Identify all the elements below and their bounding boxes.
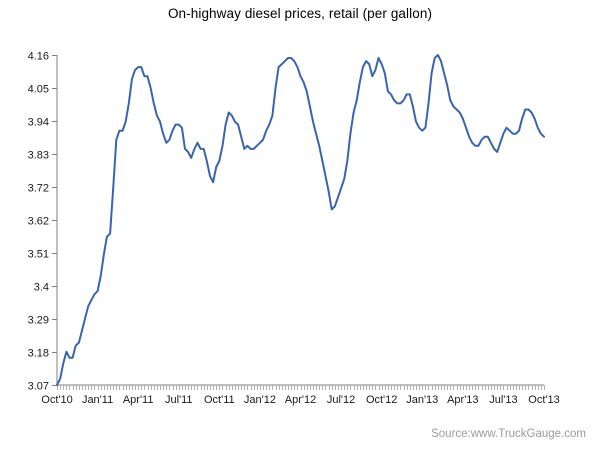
x-tick-label: Jan'11 xyxy=(82,394,113,406)
x-tick-label: Oct'10 xyxy=(41,394,72,406)
x-tick-label: Jul'11 xyxy=(165,394,193,406)
x-tick-label: Apr'13 xyxy=(447,394,478,406)
x-tick-label: Jan'12 xyxy=(244,394,276,406)
x-tick-label: Oct'12 xyxy=(366,394,397,406)
y-tick-label: 3.29 xyxy=(28,315,49,327)
x-tick-label: Jan'13 xyxy=(406,394,438,406)
y-tick-label: 4.05 xyxy=(28,84,49,96)
x-tick-label: Jul'12 xyxy=(327,394,355,406)
y-tick-label: 3.83 xyxy=(28,150,49,162)
y-tick-label: 3.62 xyxy=(28,216,49,228)
y-tick-label: 3.51 xyxy=(28,249,49,261)
x-tick-label: Apr'11 xyxy=(123,394,154,406)
x-tick-label: Apr'12 xyxy=(285,394,316,406)
y-tick-label: 3.72 xyxy=(28,183,49,195)
y-tick-label: 4.16 xyxy=(28,51,49,63)
y-tick-label: 3.94 xyxy=(28,117,49,129)
diesel-price-series xyxy=(56,54,545,386)
x-tick-label: Jul'13 xyxy=(489,394,517,406)
y-tick-label: 3.4 xyxy=(34,282,49,294)
y-tick-label: 3.18 xyxy=(28,348,49,360)
x-tick-label: Oct'11 xyxy=(204,394,235,406)
x-tick-label: Oct'13 xyxy=(528,394,559,406)
source-credit: Source:www.TruckGauge.com xyxy=(431,428,586,440)
y-tick-label: 3.07 xyxy=(28,381,49,393)
chart-title: On-highway diesel prices, retail (per ga… xyxy=(167,6,433,21)
